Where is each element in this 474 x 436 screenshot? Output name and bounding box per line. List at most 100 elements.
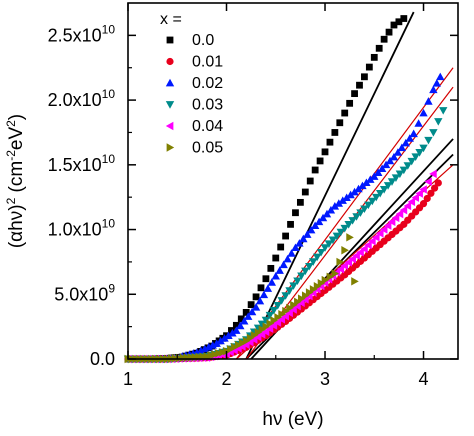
data-point <box>356 248 364 257</box>
data-point <box>281 292 290 300</box>
data-point <box>286 303 294 313</box>
data-point <box>255 296 265 305</box>
series-0-01 <box>124 179 442 363</box>
data-point <box>298 294 306 303</box>
data-point <box>314 217 324 226</box>
data-point <box>401 138 410 147</box>
data-point <box>360 244 368 254</box>
data-point <box>301 295 309 304</box>
data-point <box>429 85 438 94</box>
y-tick-label: 1.0x1010 <box>48 217 116 240</box>
data-point <box>254 328 263 337</box>
data-point <box>424 136 433 145</box>
data-point <box>351 90 358 98</box>
data-point <box>340 224 349 233</box>
data-point <box>356 209 365 217</box>
data-point <box>403 201 412 211</box>
data-point <box>431 184 439 192</box>
data-point <box>224 331 233 340</box>
data-point <box>434 179 442 187</box>
data-point <box>212 339 221 347</box>
data-point <box>387 217 396 226</box>
data-point <box>301 188 309 196</box>
data-point <box>282 232 290 240</box>
plot-frame <box>127 2 459 360</box>
data-point <box>397 143 407 152</box>
legend-label-0-0: 0.0 <box>192 32 214 49</box>
y-axis-label-close: ) <box>6 114 27 120</box>
data-point <box>305 262 314 271</box>
data-point <box>368 197 377 206</box>
legend-marker-0-02 <box>165 78 175 87</box>
y-tick-label-base: 2.0x10 <box>48 90 102 110</box>
data-point <box>283 254 292 263</box>
data-point <box>282 306 290 316</box>
axis-ticks <box>127 3 458 360</box>
data-point <box>427 189 435 197</box>
data-point <box>320 244 330 252</box>
data-point <box>374 168 383 176</box>
data-point <box>261 327 270 337</box>
data-point <box>267 278 277 286</box>
data-point <box>267 264 275 272</box>
data-point <box>219 348 227 357</box>
data-point <box>362 178 371 187</box>
data-point <box>220 334 229 342</box>
data-point <box>271 271 280 280</box>
data-point <box>263 284 273 292</box>
data-point <box>403 162 412 170</box>
data-point <box>352 251 360 260</box>
data-point <box>395 209 404 219</box>
data-point <box>321 148 329 156</box>
data-point <box>313 282 322 291</box>
data-point <box>331 129 339 136</box>
data-point <box>419 144 428 153</box>
data-point <box>356 81 363 89</box>
data-point <box>348 217 357 225</box>
y-tick-label-exponent: 10 <box>102 152 116 166</box>
data-point <box>261 316 271 325</box>
data-point <box>236 321 245 330</box>
legend-marker-0-0 <box>166 36 174 44</box>
data-point <box>360 205 369 214</box>
data-point <box>342 193 351 202</box>
data-point <box>348 254 356 264</box>
data-point <box>381 160 391 169</box>
data-point <box>295 239 304 247</box>
data-point <box>419 200 428 208</box>
data-point <box>399 205 408 215</box>
y-tick-label-exponent: 10 <box>102 87 116 101</box>
y-tick-label: 0.0 <box>90 349 115 369</box>
data-point <box>379 186 389 194</box>
data-point <box>322 209 332 218</box>
tick-labels: 1 2 3 40.05.0x1091.0x10101.5x10102.0x10102.… <box>48 22 429 389</box>
data-point <box>258 325 267 334</box>
data-point <box>277 243 285 251</box>
data-point <box>434 118 443 126</box>
data-point <box>207 351 215 360</box>
y-tick-label-exponent: 9 <box>108 281 115 295</box>
y-tick-label-base: 1.0x10 <box>48 220 102 240</box>
data-point <box>387 178 397 186</box>
data-point <box>336 264 345 274</box>
y-axis-label-units: (cm <box>6 161 27 198</box>
data-point <box>344 258 353 267</box>
data-point <box>183 353 192 362</box>
data-point <box>407 197 416 207</box>
fit-lines <box>235 11 454 360</box>
data-point <box>279 260 288 269</box>
data-point <box>331 269 340 278</box>
data-point <box>336 228 345 237</box>
data-point <box>265 311 275 320</box>
data-point <box>346 99 354 107</box>
data-point <box>326 205 336 214</box>
data-point <box>352 213 361 221</box>
data-point <box>385 28 393 36</box>
data-point <box>269 321 278 330</box>
legend: x = 0.0 0.01 0.02 0.03 0.04 0.05 <box>160 11 223 157</box>
data-point <box>285 308 293 318</box>
data-point <box>305 288 314 297</box>
data-point <box>240 316 249 325</box>
data-point <box>328 236 338 245</box>
data-point <box>250 330 259 340</box>
